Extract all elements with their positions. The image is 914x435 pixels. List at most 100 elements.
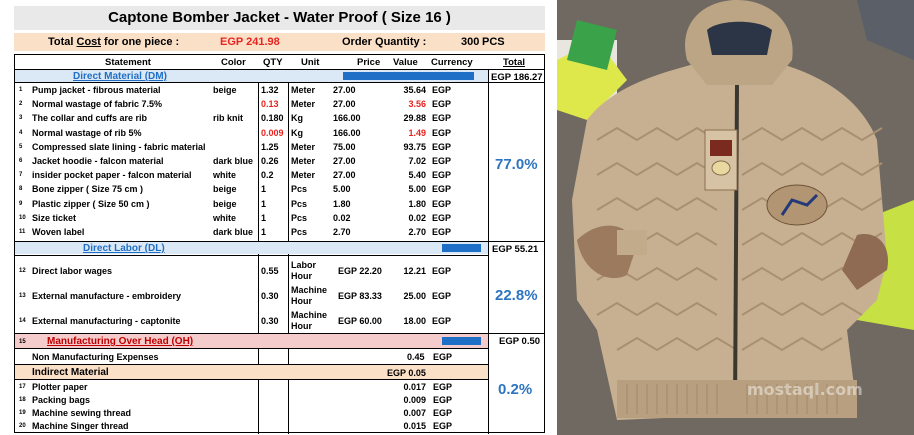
row-statement: Packing bags [32,395,91,405]
row-value: 2.70 [408,227,426,237]
row-number: 13 [19,293,26,299]
col-header-qty: QTY [263,57,283,68]
row-color: dark blue [213,156,254,166]
row-currency: EGP [432,266,452,276]
row-unit-line2: Hour [291,271,312,281]
row-qty: 1.32 [261,85,279,95]
order-qty-value: 300 [461,36,480,48]
row-price: 166.00 [333,128,361,138]
dl-total: EGP 55.21 [492,244,539,255]
row-number: 8 [19,186,23,192]
dm-percent: 77.0% [495,156,538,173]
row-number: 17 [19,384,26,390]
row-number: 18 [19,397,26,403]
oh-band [15,334,488,348]
row-statement: External manufacturing - captonite [32,316,181,326]
row-qty: 0.55 [261,266,279,276]
row-color: white [213,170,237,180]
row-value: 5.40 [408,170,426,180]
row-currency: EGP [433,408,453,418]
row-number: 19 [19,410,26,416]
row-statement: Machine Singer thread [32,421,129,431]
row-qty: 0.180 [261,113,284,123]
row-value: 0.015 [403,421,426,431]
cost-table: Statement Color QTY Unit Price Value Cur… [14,54,545,434]
row-unit: Meter [291,156,316,166]
row-color: white [213,213,237,223]
non-mfg-label: Non Manufacturing Expenses [32,352,159,362]
row-currency: EGP [432,227,452,237]
row-unit-line2: Hour [291,321,312,331]
order-qty-label: Order Quantity : [342,36,427,48]
row-statement: Direct labor wages [32,266,113,276]
row-price: 27.00 [333,170,356,180]
row-price: 1.80 [333,199,351,209]
row-statement: Pump jacket - fibrous material [32,85,161,95]
row-color: beige [213,184,237,194]
row-qty: 1 [261,213,267,223]
row-unit: Pcs [291,227,308,237]
row-value: 7.02 [408,156,426,166]
oh-band-divider [15,348,488,349]
row-qty: 1.25 [261,142,279,152]
row-price: 5.00 [333,184,351,194]
dm-total: EGP 186.27 [491,72,543,83]
row-color: dark blue [213,227,254,237]
row-price: EGP 60.00 [338,316,382,326]
total-cost-label: Total Cost for one piece : [48,36,180,48]
row-color: rib knit [213,113,244,123]
row-value: 12.21 [403,266,426,276]
oh-row-number: 15 [19,339,26,345]
row-statement: Size ticket [32,213,77,223]
row-currency: EGP [432,142,452,152]
row-number: 12 [19,268,26,274]
row-unit: Pcs [291,199,308,209]
oh-percent: 0.2% [498,381,533,398]
row-price: 166.00 [333,113,361,123]
row-qty: 0.13 [261,99,279,109]
row-currency: EGP [432,291,452,301]
non-mfg-currency: EGP [433,352,453,362]
row-value: 0.017 [403,382,426,392]
row-unit: Meter [291,142,316,152]
row-qty: 0.30 [261,316,279,326]
row-unit: Pcs [291,213,308,223]
row-statement: Jacket hoodie - falcon material [32,156,164,166]
row-currency: EGP [432,156,452,166]
row-currency: EGP [432,184,452,194]
row-price: 2.70 [333,227,351,237]
row-value: 29.88 [403,113,426,123]
row-unit: Kg [291,113,303,123]
row-statement: Plastic zipper ( Size 50 cm ) [32,199,150,209]
row-statement: Compressed slate lining - fabric materia… [32,142,206,152]
row-number: 20 [19,423,26,429]
row-unit: Meter [291,170,316,180]
row-unit: Meter [291,99,316,109]
row-qty: 0.30 [261,291,279,301]
row-price: 75.00 [333,142,356,152]
row-price: 27.00 [333,85,356,95]
row-price: 27.00 [333,156,356,166]
row-qty: 0.2 [261,170,274,180]
indirect-total: EGP 0.05 [387,368,426,378]
row-qty: 0.009 [261,128,284,138]
row-statement: The collar and cuffs are rib [32,113,148,123]
row-unit: Kg [291,128,303,138]
row-currency: EGP [432,170,452,180]
row-statement: External manufacture - embroidery [32,291,182,301]
row-statement: Machine sewing thread [32,408,132,418]
row-statement: Normal wastage of fabric 7.5% [32,99,163,109]
row-qty: 1 [261,199,267,209]
dm-section-label: Direct Material (DM) [73,71,167,82]
row-price: EGP 22.20 [338,266,382,276]
total-cost-value: EGP 241.98 [220,36,280,48]
non-mfg-divider [15,364,488,365]
col-header-color: Color [221,57,246,68]
dl-divider-top [15,241,544,242]
row-price: 0.02 [333,213,351,223]
col-header-statement: Statement [105,57,151,68]
row-unit-line1: Labor [291,260,317,270]
row-price: 27.00 [333,99,356,109]
row-price: EGP 83.33 [338,291,382,301]
row-value: 5.00 [408,184,426,194]
